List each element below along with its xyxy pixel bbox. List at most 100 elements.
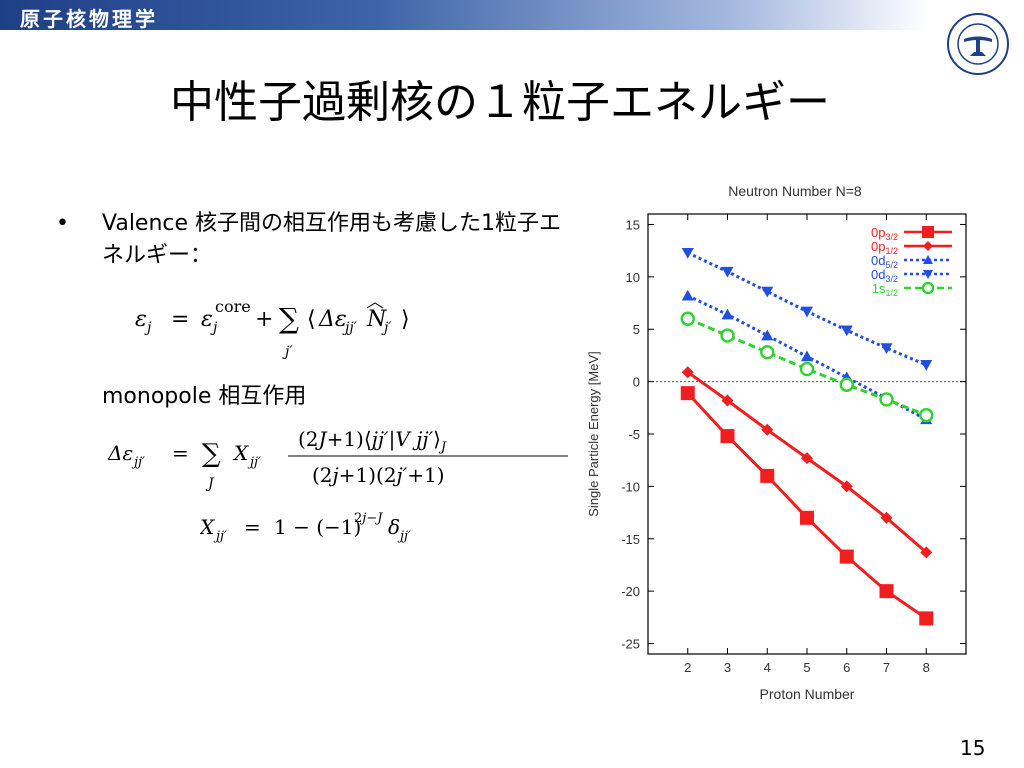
svg-text:jj′: jj′ xyxy=(131,455,145,470)
slide-title: 中性子過剰核の１粒子エネルギー xyxy=(170,77,830,128)
svg-text:j: j xyxy=(210,320,218,336)
chart-title: Neutron Number N=8 xyxy=(728,183,862,199)
svg-text:jj′: jj′ xyxy=(213,529,227,544)
svg-text:jj′: jj′ xyxy=(342,320,358,336)
svg-text:=: = xyxy=(172,441,189,465)
y-axis-label: Single Particle Energy [MeV] xyxy=(586,351,601,516)
y-tick-label: -20 xyxy=(621,584,640,599)
data-point xyxy=(919,407,934,423)
legend-label: 0d3/2 xyxy=(871,267,898,284)
legend-item: 0p1/2 xyxy=(871,239,952,256)
svg-text:ε: ε xyxy=(201,307,213,332)
svg-text:⟨: ⟨ xyxy=(307,307,316,332)
data-point xyxy=(922,226,934,238)
data-point xyxy=(923,255,933,264)
data-point xyxy=(680,386,695,401)
data-point xyxy=(721,394,734,407)
data-point xyxy=(839,377,854,392)
data-point xyxy=(801,306,813,318)
svg-text:j′: j′ xyxy=(282,344,293,360)
legend-item: 0p3/2 xyxy=(871,225,952,242)
data-point xyxy=(800,510,814,525)
data-point xyxy=(919,611,934,626)
x-tick-label: 3 xyxy=(724,660,731,675)
data-point xyxy=(879,584,894,599)
legend-item: 1s1/2 xyxy=(872,281,952,298)
data-point xyxy=(720,328,735,343)
y-tick-label: 15 xyxy=(626,217,640,232)
data-point xyxy=(923,241,933,251)
data-point xyxy=(801,350,813,362)
svg-text:N: N xyxy=(366,307,387,332)
x-tick-label: 8 xyxy=(923,660,930,675)
data-point xyxy=(761,329,774,341)
y-tick-label: -25 xyxy=(621,637,640,652)
data-point xyxy=(879,392,894,407)
svg-text:δ: δ xyxy=(388,515,400,539)
x-tick-label: 6 xyxy=(843,660,850,675)
svg-text:=: = xyxy=(244,515,261,539)
series-0p3-2 xyxy=(680,386,934,626)
y-tick-label: -10 xyxy=(621,479,640,494)
x-tick-label: 5 xyxy=(803,660,810,675)
data-point xyxy=(721,308,734,320)
bullet-marker: • xyxy=(56,211,69,236)
series-1s1-2 xyxy=(680,311,934,423)
data-point xyxy=(840,325,853,337)
legend-label: 1s1/2 xyxy=(872,281,898,298)
x-axis-label: Proton Number xyxy=(760,686,855,702)
svg-text:J: J xyxy=(205,476,215,492)
data-point xyxy=(681,247,694,259)
svg-text:Δε: Δε xyxy=(108,441,133,465)
data-point xyxy=(681,366,694,379)
y-tick-label: 10 xyxy=(626,270,640,285)
svg-text:∑: ∑ xyxy=(202,439,221,469)
svg-text:1 − (−1): 1 − (−1) xyxy=(274,515,361,539)
svg-text:+: + xyxy=(255,307,273,332)
data-point xyxy=(721,266,734,278)
bullet-text: Valence 核子間の相互作用も考慮した1粒子エネルギー： xyxy=(102,211,562,268)
svg-text:Δε: Δε xyxy=(318,307,347,332)
axis-tick-layer: 15 10 5 0 -5 -10 -15 -20 -25 2 3 4 5 6 7 8 xyxy=(621,214,966,675)
data-point xyxy=(920,546,933,559)
y-tick-label: -15 xyxy=(621,532,640,547)
university-seal-icon xyxy=(947,13,1009,75)
page-number: 15 xyxy=(960,736,986,760)
y-tick-label: -5 xyxy=(628,427,640,442)
legend-item: 0d3/2 xyxy=(871,267,952,284)
svg-text:2j−J: 2j−J xyxy=(354,511,383,526)
data-point xyxy=(880,511,893,524)
data-point xyxy=(923,270,933,279)
x-tick-label: 4 xyxy=(764,660,771,675)
legend-label: 0p3/2 xyxy=(871,225,898,242)
svg-text:jj′: jj′ xyxy=(247,455,261,470)
svg-text:(2j+1)(2j′+1): (2j+1)(2j′+1) xyxy=(312,463,445,487)
data-point xyxy=(801,452,813,465)
data-point xyxy=(760,468,775,483)
svg-text:jj′: jj′ xyxy=(397,529,411,544)
svg-text:(2J+1)⟨jj′|V jj′⟩J: (2J+1)⟨jj′|V jj′⟩J xyxy=(298,427,447,455)
legend-label: 0d5/2 xyxy=(871,253,898,270)
series-0p1-2 xyxy=(681,366,933,559)
data-point xyxy=(840,480,853,493)
svg-text:X: X xyxy=(200,515,215,539)
svg-text:core: core xyxy=(215,297,251,316)
svg-text:⟩: ⟩ xyxy=(401,307,410,332)
svg-text:X: X xyxy=(232,441,249,465)
x-tick-label: 2 xyxy=(684,660,691,675)
data-point xyxy=(680,311,695,326)
data-point xyxy=(880,343,893,355)
svg-text:j: j xyxy=(144,320,152,336)
legend-item: 0d5/2 xyxy=(871,253,952,270)
data-point xyxy=(720,429,735,444)
legend-label: 0p1/2 xyxy=(871,239,898,256)
data-point xyxy=(921,281,935,295)
header-bar: 原子核物理学 xyxy=(0,0,930,31)
